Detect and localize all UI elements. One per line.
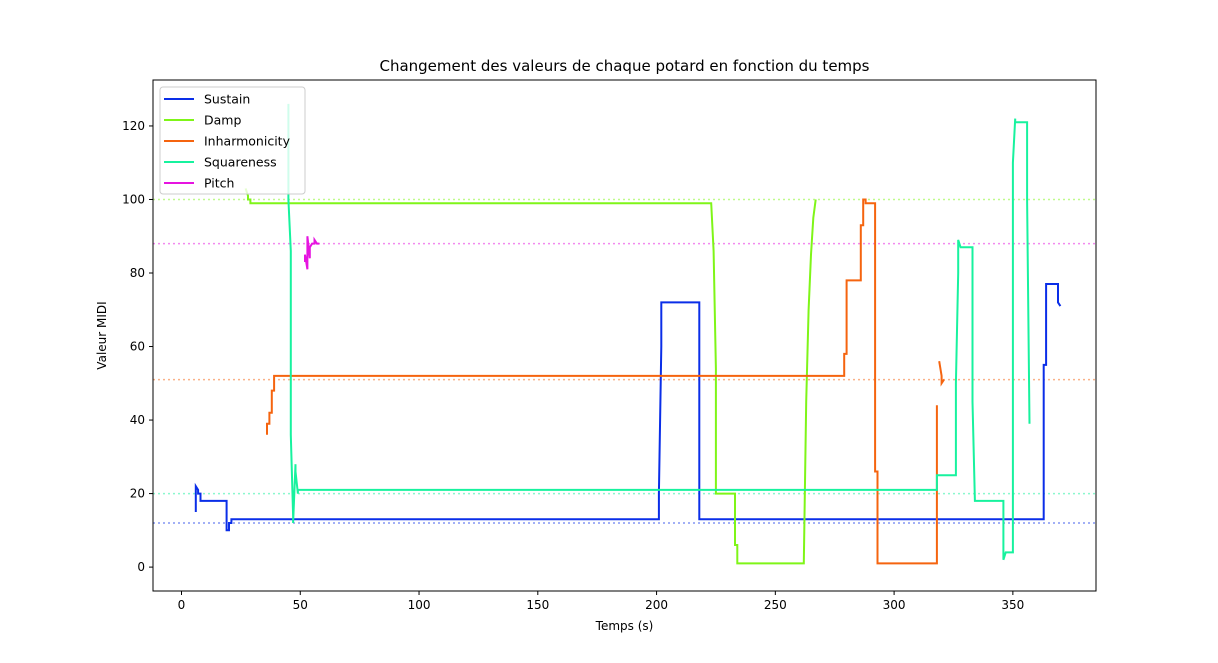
plot-frame <box>152 79 1097 592</box>
x-axis-ticks: 0 50 100 150 200 250 300 350 <box>178 591 1024 612</box>
legend-box <box>159 86 306 195</box>
series-line-inharmonicity-0 <box>266 198 938 565</box>
x-tick-label: 100 <box>408 598 431 612</box>
y-tick-label: 20 <box>130 487 145 501</box>
x-tick-label: 350 <box>1001 598 1024 612</box>
x-tick-label: 200 <box>645 598 668 612</box>
x-axis-label: Temps (s) <box>595 619 654 633</box>
reference-lines <box>153 198 1096 524</box>
y-axis-ticks: 0 20 40 60 80 100 120 <box>122 119 153 574</box>
series-line-inharmonicity-1 <box>938 361 945 387</box>
x-tick-label: 0 <box>178 598 186 612</box>
legend-entry: Squareness <box>204 155 277 170</box>
legend: Sustain Damp Inharmonicity Squareness Pitch <box>159 86 306 195</box>
legend-entry: Pitch <box>204 176 234 191</box>
series-line-pitch <box>304 236 320 270</box>
y-tick-label: 80 <box>130 266 145 280</box>
chart-title: Changement des valeurs de chaque potard … <box>379 57 869 75</box>
x-tick-label: 150 <box>526 598 549 612</box>
y-tick-label: 100 <box>122 192 145 206</box>
series-line-damp <box>244 188 817 565</box>
x-tick-label: 50 <box>293 598 308 612</box>
legend-entry: Damp <box>204 113 241 128</box>
x-tick-label: 300 <box>883 598 906 612</box>
x-tick-label: 250 <box>764 598 787 612</box>
legend-entry: Sustain <box>204 92 250 107</box>
legend-entry: Inharmonicity <box>204 134 291 149</box>
y-tick-label: 120 <box>122 119 145 133</box>
y-tick-label: 0 <box>137 560 145 574</box>
y-tick-label: 40 <box>130 413 145 427</box>
y-axis-label: Valeur MIDI <box>95 301 109 369</box>
series-line-squareness <box>287 103 1031 561</box>
plot-series <box>194 103 1062 565</box>
y-tick-label: 60 <box>130 340 145 354</box>
series-line-sustain <box>194 283 1062 532</box>
